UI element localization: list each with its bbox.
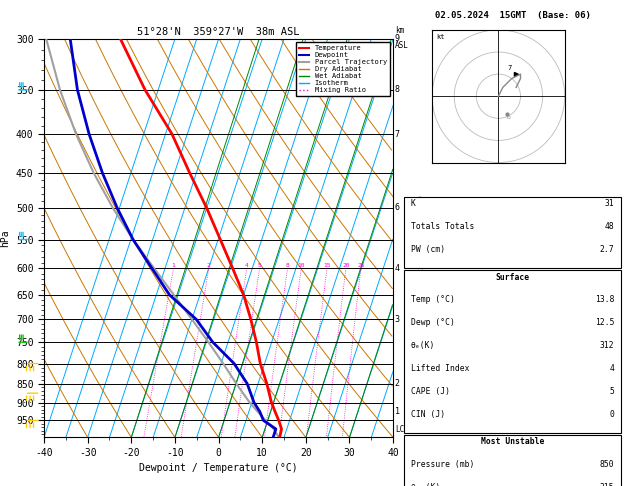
Text: ASL: ASL [395,41,409,50]
Text: 31: 31 [604,199,615,208]
Text: 315: 315 [600,483,615,486]
Bar [404,435,621,486]
Text: 3: 3 [395,315,400,324]
Text: Mixing Ratio (g/kg): Mixing Ratio (g/kg) [416,194,426,282]
Text: 12.5: 12.5 [595,318,615,328]
Text: CIN (J): CIN (J) [411,410,445,419]
Text: 850: 850 [600,460,615,469]
Text: 0: 0 [610,410,615,419]
Text: PW (cm): PW (cm) [411,245,445,254]
Text: 8: 8 [286,263,289,268]
Text: K: K [411,199,416,208]
Text: Surface: Surface [496,273,530,282]
Text: 2: 2 [395,379,400,388]
Text: 15: 15 [323,263,331,268]
Text: Temp (°C): Temp (°C) [411,295,455,305]
Text: 7: 7 [507,65,511,70]
Text: 25: 25 [357,263,365,268]
Text: Totals Totals: Totals Totals [411,222,474,231]
Title: 51°28'N  359°27'W  38m ASL: 51°28'N 359°27'W 38m ASL [137,27,300,37]
Text: km: km [395,26,404,35]
Text: Lifted Index: Lifted Index [411,364,469,373]
Text: 48: 48 [604,222,615,231]
Text: Dewp (°C): Dewp (°C) [411,318,455,328]
Text: LCL: LCL [395,424,409,434]
Text: 4: 4 [610,364,615,373]
X-axis label: Dewpoint / Temperature (°C): Dewpoint / Temperature (°C) [139,463,298,473]
Text: kt: kt [437,34,445,40]
Text: 5: 5 [610,387,615,396]
Legend: Temperature, Dewpoint, Parcel Trajectory, Dry Adiabat, Wet Adiabat, Isotherm, Mi: Temperature, Dewpoint, Parcel Trajectory… [296,42,389,96]
Text: 13.8: 13.8 [595,295,615,305]
Text: 2.7: 2.7 [600,245,615,254]
Text: 312: 312 [600,341,615,350]
Text: θₑ(K): θₑ(K) [411,341,435,350]
Text: CAPE (J): CAPE (J) [411,387,450,396]
Text: 20: 20 [342,263,350,268]
Text: 1: 1 [172,263,175,268]
Text: 02.05.2024  15GMT  (Base: 06): 02.05.2024 15GMT (Base: 06) [435,11,591,20]
Text: 4: 4 [245,263,248,268]
Bar [404,270,621,433]
Bar [404,197,621,268]
Y-axis label: hPa: hPa [1,229,11,247]
Text: θₑ (K): θₑ (K) [411,483,440,486]
Text: 9: 9 [395,35,400,43]
Text: Most Unstable: Most Unstable [481,437,544,447]
Text: 6: 6 [395,204,400,212]
Text: 10: 10 [298,263,305,268]
Text: 5: 5 [258,263,262,268]
Text: 8: 8 [395,86,400,94]
Text: 2: 2 [207,263,211,268]
Text: 1: 1 [395,407,400,416]
Text: 4: 4 [395,264,400,273]
Text: 7: 7 [395,130,400,139]
Text: Pressure (mb): Pressure (mb) [411,460,474,469]
Text: ⁸²: ⁸² [505,117,511,122]
